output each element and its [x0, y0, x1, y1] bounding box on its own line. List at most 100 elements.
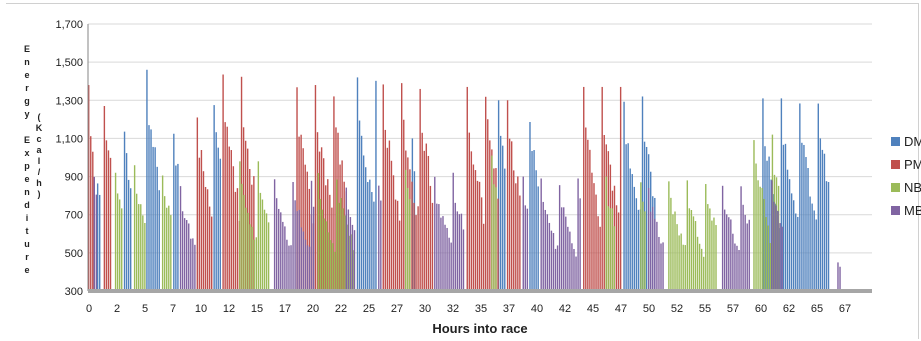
bar-pm	[583, 86, 585, 291]
bar-pm	[515, 183, 517, 291]
bar-mb	[446, 227, 448, 291]
y-tick-label: 700	[65, 210, 83, 222]
bar-pm	[327, 179, 329, 291]
bar-nb	[670, 197, 672, 291]
bar-dm	[152, 146, 154, 291]
bar-pm	[384, 129, 387, 291]
bar-pm	[232, 166, 235, 291]
bar-mb	[278, 208, 280, 291]
bar-pm	[601, 86, 603, 291]
bar-nb	[249, 224, 251, 291]
bar-dm	[809, 196, 811, 291]
bar-dm	[96, 183, 99, 291]
bar-mb	[658, 236, 660, 291]
bar-dm	[154, 147, 156, 291]
bar-mb	[190, 238, 192, 291]
bar-nb	[698, 243, 701, 291]
bar-pm	[302, 148, 304, 291]
bar-nb	[682, 244, 684, 291]
bar-mb	[540, 178, 542, 291]
bar-pm	[595, 194, 597, 291]
bar-nb	[642, 201, 644, 291]
bar-nb	[676, 224, 678, 291]
y-label-char: n	[24, 187, 30, 197]
bar-nb	[325, 221, 328, 291]
bar-mb	[194, 244, 196, 291]
bar-pm	[398, 220, 401, 291]
bar-nb	[605, 176, 607, 291]
bar-mb	[728, 217, 730, 291]
bar-nb	[352, 250, 354, 291]
x-tick-label: 55	[699, 303, 711, 315]
bar-dm	[358, 120, 361, 292]
bar-pm	[417, 206, 419, 291]
bar-mb	[738, 250, 740, 291]
bar-nb	[607, 206, 609, 291]
bar-dm	[502, 145, 504, 291]
bar-nb	[323, 218, 326, 291]
bar-mb	[775, 205, 777, 291]
bar-nb	[692, 216, 695, 291]
bar-mb	[349, 217, 352, 291]
x-tick-label: 50	[643, 303, 655, 315]
legend-swatch-nb	[891, 183, 900, 192]
bar-dm	[823, 153, 826, 291]
bar-nb	[696, 236, 699, 291]
x-tick-label: 47	[615, 303, 627, 315]
bar-mb	[660, 243, 662, 291]
bar-nb	[763, 198, 765, 291]
bar-pm	[202, 171, 205, 291]
bar-nb	[140, 204, 142, 291]
bar-mb	[734, 243, 736, 291]
bar-pm	[320, 147, 323, 291]
bar-mb	[569, 231, 571, 291]
bar-nb	[767, 225, 770, 291]
x-tick-label: 30	[419, 303, 431, 315]
bar-pm	[306, 171, 308, 291]
bar-dm	[827, 182, 830, 291]
bar-pm	[341, 160, 343, 291]
y-tick-label: 1,100	[55, 133, 83, 145]
bar-pm	[487, 119, 489, 291]
bar-nb	[765, 217, 767, 291]
bar-dm	[825, 181, 828, 291]
x-tick-label: 0	[86, 303, 92, 315]
legend-swatch-pm	[891, 160, 900, 169]
bar-mb	[777, 211, 779, 291]
bar-mb	[179, 186, 182, 291]
bar-dm	[641, 96, 644, 291]
bar-dm	[362, 155, 365, 291]
bar-pm	[329, 194, 331, 291]
y-units-char: c	[36, 134, 41, 144]
bar-pm	[105, 140, 108, 291]
bar-mb	[744, 214, 746, 291]
bar-pm	[210, 216, 213, 291]
y-label-char: p	[24, 161, 30, 171]
y-label-char: E	[24, 135, 30, 145]
bar-mb	[650, 211, 652, 291]
bar-dm	[811, 203, 813, 291]
bar-pm	[506, 100, 509, 292]
x-tick-label: 42	[559, 303, 571, 315]
bar-pm	[510, 141, 513, 291]
bar-pm	[234, 191, 237, 291]
y-label-char: u	[24, 239, 30, 249]
x-tick-label: 62	[783, 303, 795, 315]
x-axis-band	[88, 289, 872, 293]
bar-pm	[296, 87, 298, 291]
y-label-char: t	[26, 226, 29, 236]
bar-pm	[411, 181, 413, 291]
x-axis-label: Hours into race	[432, 321, 527, 336]
bar-mb	[351, 224, 354, 291]
bar-mb	[292, 182, 294, 291]
bar-mb	[726, 214, 728, 291]
bar-mb	[442, 216, 444, 291]
bar-nb	[407, 187, 409, 291]
y-units-char: K	[36, 123, 43, 133]
bar-nb	[644, 211, 646, 291]
bar-nb	[257, 161, 260, 291]
bar-nb	[239, 161, 241, 291]
bar-mb	[546, 214, 549, 291]
legend-label-dm: DM	[904, 134, 921, 149]
